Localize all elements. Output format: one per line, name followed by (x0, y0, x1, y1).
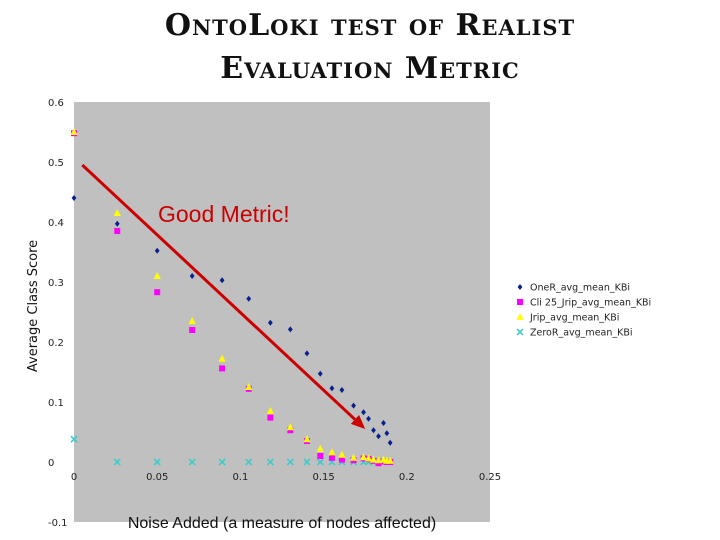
data-point (267, 414, 274, 421)
data-points (70, 128, 394, 467)
x-axis-label: Noise Added (a measure of nodes affected… (128, 515, 436, 532)
data-point (153, 458, 161, 466)
data-point (154, 289, 161, 296)
legend-item: Jrip_avg_mean_KBi (516, 313, 619, 324)
data-point (376, 433, 381, 440)
y-tick-label: 0.2 (48, 338, 64, 349)
data-point (70, 435, 78, 443)
data-point (286, 458, 294, 466)
plot-area (74, 102, 490, 522)
annotation: Good Metric! (81, 163, 366, 429)
legend-item: Cli 25_Jrip_avg_mean_KBi (517, 298, 651, 309)
data-point (267, 319, 273, 326)
data-point (218, 354, 226, 362)
y-tick-label: 0 (48, 458, 54, 469)
y-tick-label: 0.6 (48, 98, 64, 109)
data-point (114, 228, 121, 234)
data-point (387, 439, 393, 446)
x-tick-label: 0.25 (479, 472, 501, 483)
data-point (339, 387, 345, 393)
data-point (266, 407, 274, 414)
data-point (219, 365, 226, 372)
y-axis-label: Average Class Score (26, 240, 41, 372)
data-point (386, 456, 394, 464)
legend-label: ZeroR_avg_mean_KBi (530, 328, 633, 339)
data-point (328, 454, 335, 461)
data-point (188, 317, 196, 324)
data-point (381, 420, 386, 426)
data-point (219, 277, 225, 284)
data-point (384, 430, 390, 437)
annotation-arrow-line (81, 163, 356, 421)
x-tick-label: 0.2 (399, 472, 415, 483)
x-tick-label: 0.1 (232, 472, 248, 483)
y-tick-label: 0.1 (48, 398, 64, 409)
data-point (113, 209, 121, 216)
data-point (189, 273, 195, 279)
legend-marker (517, 284, 523, 290)
data-point (70, 128, 78, 135)
data-point (351, 402, 356, 409)
data-point (287, 326, 293, 333)
data-point (371, 427, 376, 434)
annotation-arrow-head (350, 415, 366, 429)
data-point (338, 456, 345, 463)
data-point (349, 453, 358, 461)
y-tick-label: 0.3 (48, 278, 64, 289)
data-point (317, 370, 323, 377)
y-tick-label: 0.4 (48, 218, 64, 229)
data-point (316, 444, 324, 452)
data-point (364, 454, 373, 462)
data-point (113, 458, 121, 466)
data-point (329, 385, 335, 392)
x-tick-label: 0.05 (146, 472, 168, 483)
data-point (245, 458, 253, 466)
data-point (317, 453, 324, 459)
data-point (369, 455, 378, 463)
data-point (361, 409, 366, 416)
legend-marker (517, 299, 523, 305)
data-point (286, 423, 294, 431)
data-point (71, 195, 77, 201)
data-point (303, 458, 311, 466)
legend: OneR_avg_mean_KBi Cli 25_Jrip_avg_mean_KB… (516, 283, 651, 339)
data-point (328, 448, 336, 456)
data-point (218, 458, 226, 466)
slide-title-line-1: OntoLoki test of Realist (164, 8, 576, 43)
data-point (154, 247, 160, 254)
legend-label: Cli 25_Jrip_avg_mean_KBi (530, 298, 651, 309)
data-point (245, 383, 253, 390)
data-point (153, 272, 161, 279)
data-point (316, 458, 324, 466)
annotation-text: Good Metric! (158, 201, 290, 227)
data-point (374, 456, 383, 464)
legend-label: Jrip_avg_mean_KBi (529, 313, 619, 324)
y-axis-ticks: -0.1 0 0.1 0.2 0.3 0.4 0.5 0.6 (48, 98, 68, 529)
data-point (114, 220, 120, 227)
data-point (246, 295, 252, 302)
y-tick-label: 0.5 (48, 158, 64, 169)
legend-item: ZeroR_avg_mean_KBi (516, 328, 633, 339)
data-point (189, 327, 196, 333)
data-point (366, 415, 371, 422)
data-point (338, 450, 346, 458)
legend-label: OneR_avg_mean_KBi (530, 283, 630, 294)
legend-marker (516, 313, 524, 320)
slide-title: OntoLoki test of Realist Evaluation Metr… (60, 4, 680, 90)
x-tick-label: 0.15 (312, 472, 334, 483)
data-point (266, 458, 274, 466)
x-axis-ticks: 0 0.05 0.1 0.15 0.2 0.25 (71, 472, 501, 483)
legend-item: OneR_avg_mean_KBi (517, 283, 630, 294)
x-tick-label: 0 (71, 472, 77, 483)
data-point (359, 453, 368, 461)
data-point (188, 458, 196, 466)
data-point (304, 350, 310, 357)
slide-title-line-2: Evaluation Metric (220, 51, 520, 86)
data-point (303, 435, 311, 443)
legend-marker (516, 328, 524, 336)
y-tick-label: -0.1 (48, 518, 68, 529)
